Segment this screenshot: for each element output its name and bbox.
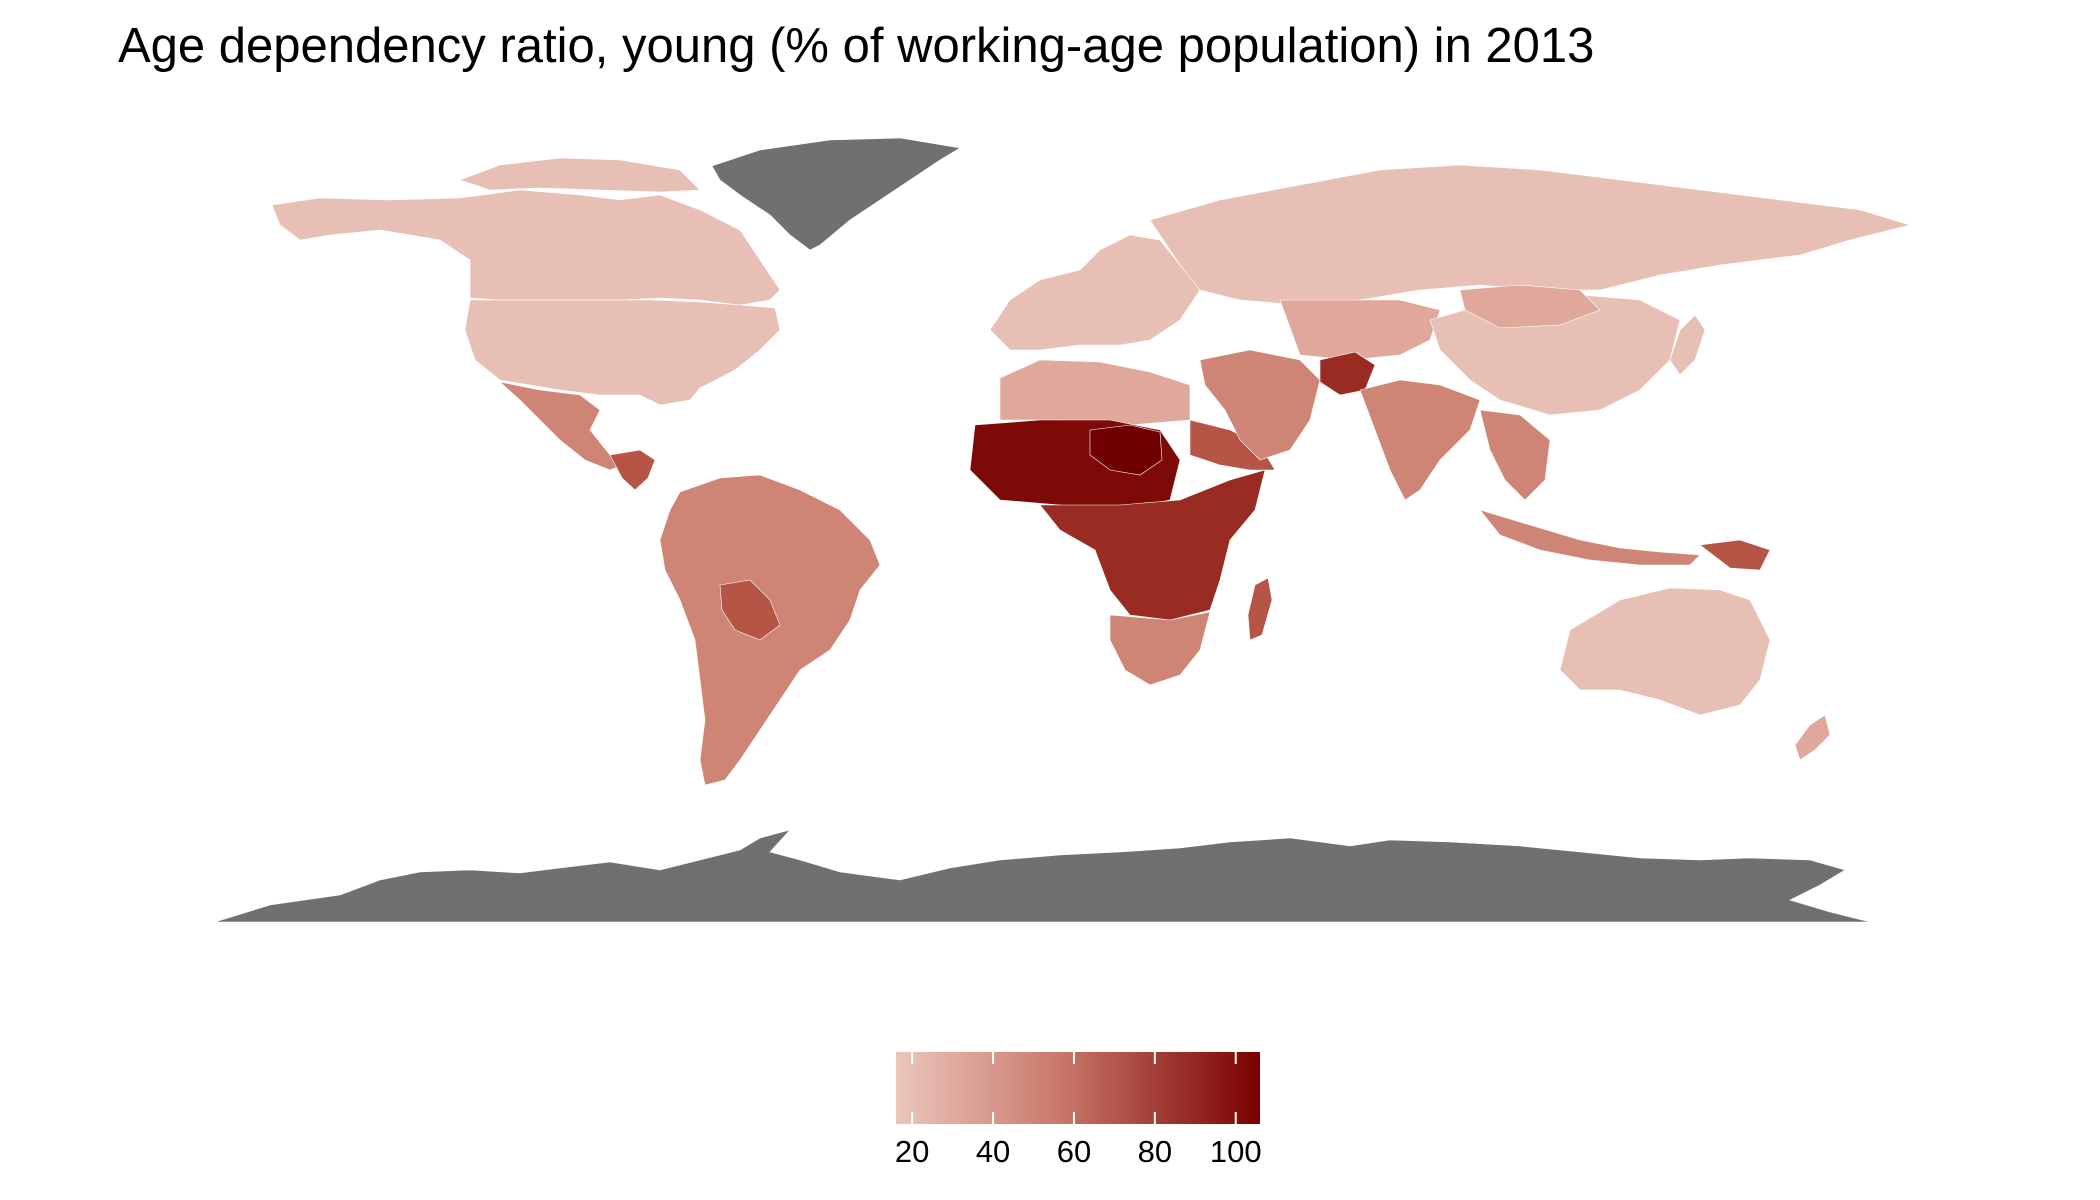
usa-region bbox=[464, 299, 781, 406]
north-africa-region bbox=[999, 359, 1191, 426]
legend-tick-label: 60 bbox=[1057, 1134, 1091, 1169]
arctic-islands-region bbox=[459, 157, 701, 193]
central-africa-region bbox=[1039, 469, 1266, 621]
niger-region bbox=[1089, 424, 1163, 476]
indonesia-region bbox=[1479, 509, 1701, 566]
chart-title: Age dependency ratio, young (% of workin… bbox=[118, 19, 1595, 73]
legend-tick-label: 100 bbox=[1210, 1134, 1262, 1169]
middle-east-region bbox=[1199, 349, 1321, 461]
papua-new-guinea-region bbox=[1699, 539, 1771, 571]
legend-colorbar bbox=[896, 1052, 1260, 1124]
southern-africa-region bbox=[1109, 611, 1211, 686]
central-asia-region bbox=[1279, 299, 1441, 361]
central-america-region bbox=[609, 449, 656, 491]
legend-ticks: 20 40 60 80 100 bbox=[895, 1052, 1262, 1169]
legend-tick-label: 40 bbox=[976, 1134, 1010, 1169]
madagascar-region bbox=[1247, 577, 1273, 641]
legend-tick-label: 80 bbox=[1138, 1134, 1172, 1169]
mongolia-region bbox=[1459, 284, 1601, 329]
australia-region bbox=[1559, 587, 1771, 716]
greenland-region bbox=[711, 137, 961, 251]
horn-africa-region bbox=[1189, 419, 1276, 471]
antarctica-region bbox=[214, 829, 1871, 923]
legend-tick-label: 20 bbox=[895, 1134, 929, 1169]
new-zealand-region bbox=[1794, 714, 1831, 761]
southeast-asia-region bbox=[1479, 409, 1551, 501]
bolivia-region bbox=[719, 579, 781, 641]
south-asia-region bbox=[1359, 379, 1481, 501]
japan-region bbox=[1669, 314, 1706, 376]
